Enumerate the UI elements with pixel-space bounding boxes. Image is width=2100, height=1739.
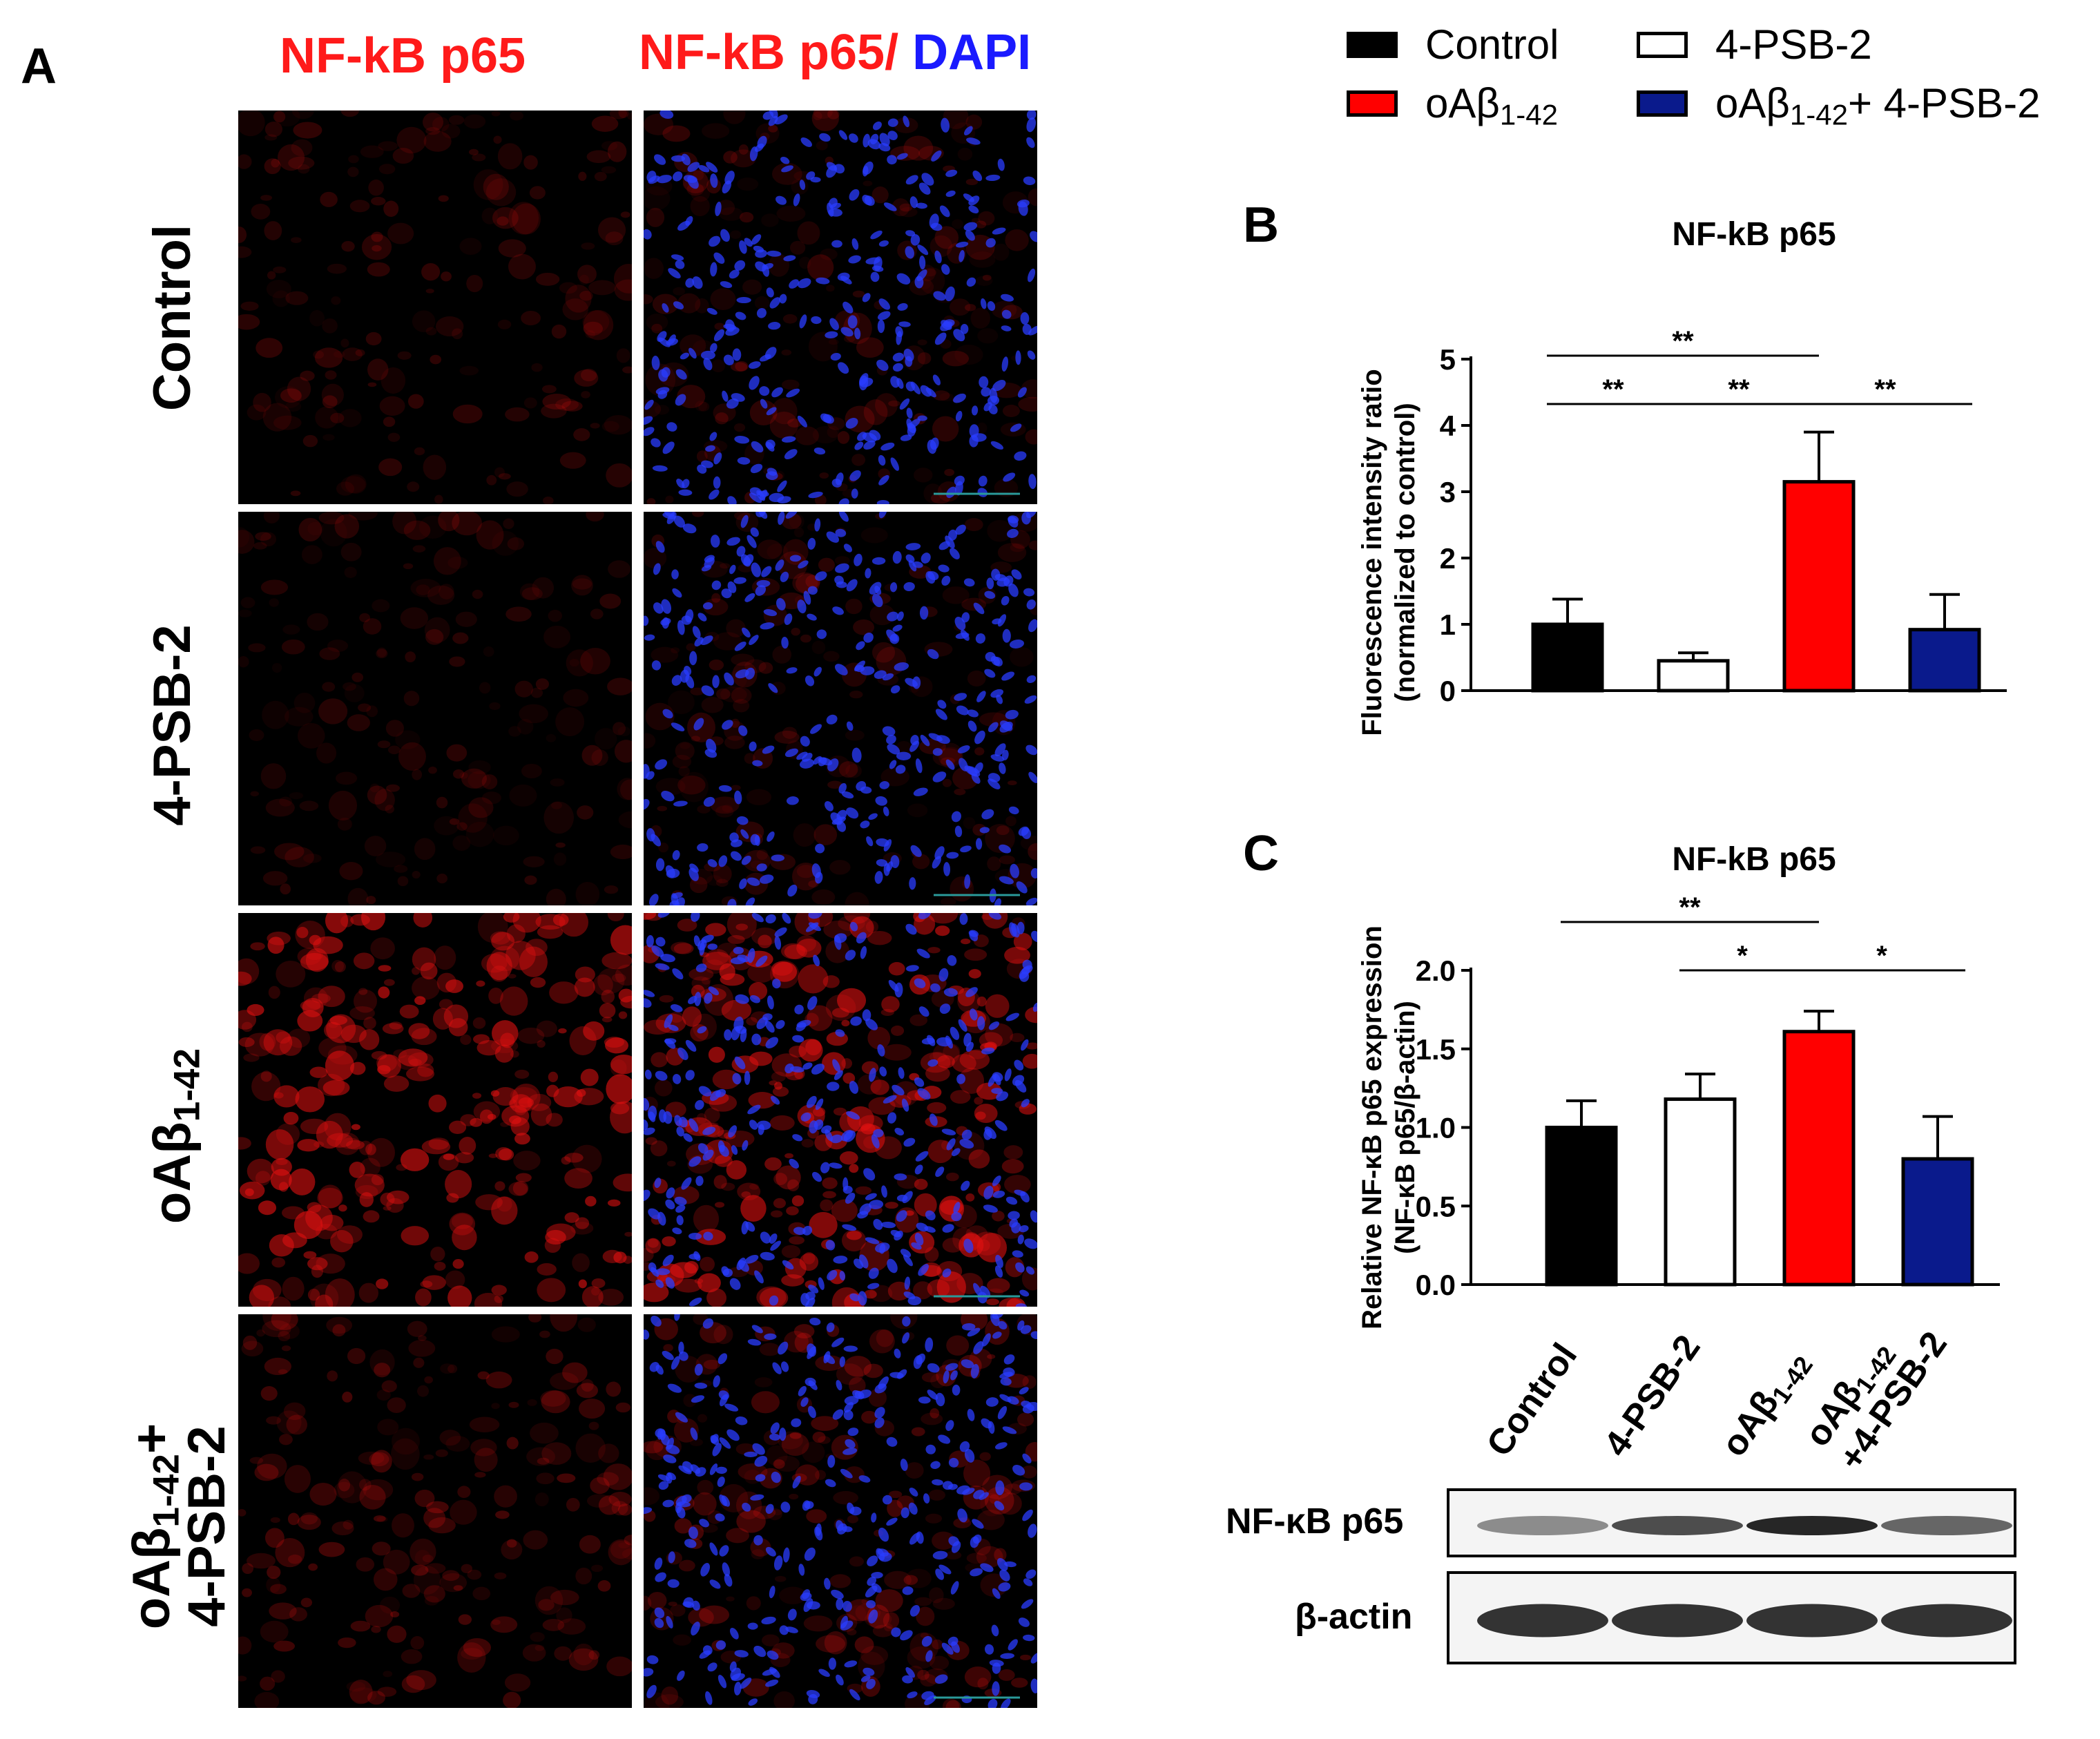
- row-label-oab-4psb2: oAβ1-42+ 4-PSB-2: [122, 1319, 236, 1733]
- legend-item-4: oAβ1-42+ 4-PSB-2: [1637, 79, 2041, 131]
- y-axis-label: Fluorescence intensity ratio (normalized …: [1357, 369, 1420, 736]
- panel-b-letter: B: [1243, 198, 1279, 253]
- y-tick-label: 1: [1440, 608, 1456, 641]
- row-label-oab-sub: 1-42: [166, 1048, 208, 1122]
- blot-band: [1881, 1516, 2012, 1535]
- chart-title: NF-kB p65: [1672, 841, 1836, 878]
- chart-b: NF-kB p65 Fluorescence intensity ratio (no…: [1357, 216, 2007, 736]
- blot-strip-1: [1447, 1488, 2016, 1557]
- blot-band: [1746, 1604, 1878, 1637]
- legend-swatch: [1637, 31, 1688, 58]
- blot-row-label-2: β-actin: [1295, 1596, 1413, 1637]
- legend-label: 4-PSB-2: [1715, 21, 1872, 68]
- row-label-oab-4psb2-line1: oAβ1-42+: [122, 1423, 187, 1630]
- micrograph-r4-c1: [238, 1314, 632, 1708]
- y-tick-label: 0: [1440, 675, 1456, 707]
- bar-4: [1901, 1157, 1974, 1287]
- legend-label: Control: [1425, 21, 1559, 68]
- y-tick-label: 0.0: [1416, 1269, 1456, 1301]
- micrograph-r3-c1: [238, 913, 632, 1307]
- significance-label: *: [1876, 941, 1887, 971]
- row-label-oab-4psb2-line2: 4-PSB-2: [177, 1425, 236, 1627]
- significance-label: **: [1602, 374, 1624, 405]
- micrograph-r3-c2: [644, 913, 1037, 1307]
- y-tick-label: 3: [1440, 476, 1456, 508]
- bar-3: [1782, 1030, 1856, 1287]
- legend-label: oAβ1-42: [1425, 80, 1558, 131]
- significance-label: **: [1728, 374, 1750, 405]
- micrograph-r2-c2: [644, 512, 1037, 905]
- blot-strip-2: [1447, 1571, 2016, 1664]
- blot-band: [1881, 1604, 2012, 1637]
- legend-label: oAβ1-42+ 4-PSB-2: [1715, 80, 2041, 131]
- y-tick-label: 2.0: [1416, 954, 1456, 987]
- column-header-nfkb: NF-kB p65: [280, 28, 526, 84]
- row-label-control-text: Control: [143, 224, 202, 412]
- bar-4: [1908, 628, 1981, 693]
- legend-item-2: 4-PSB-2: [1637, 21, 1872, 68]
- blot-band: [1477, 1516, 1608, 1535]
- y-tick-label: 4: [1440, 410, 1456, 442]
- legend-swatch: [1637, 90, 1688, 117]
- legend-item-1: Control: [1347, 21, 1559, 68]
- blot-band: [1612, 1516, 1743, 1535]
- row-label-control: Control: [143, 145, 202, 490]
- micrograph-r2-c1: [238, 512, 632, 905]
- micrograph-r4-c2: [644, 1314, 1037, 1708]
- bar-2: [1664, 1097, 1737, 1287]
- micrograph-r1-c1: [238, 111, 632, 504]
- bar-1: [1545, 1126, 1618, 1287]
- bar-1: [1531, 622, 1604, 693]
- y-tick-label: 2: [1440, 542, 1456, 575]
- significance-label: **: [1672, 326, 1694, 356]
- blot-band: [1612, 1604, 1743, 1637]
- blot-band: [1746, 1516, 1878, 1535]
- bar-3: [1782, 480, 1856, 693]
- significance-label: **: [1874, 374, 1896, 405]
- y-tick-label: 1.0: [1416, 1112, 1456, 1144]
- y-axis-label: Relative NF-κB p65 expression (NF-κB p65/…: [1357, 925, 1420, 1329]
- blot-row-label-1: NF-κB p65: [1226, 1501, 1404, 1541]
- row-label-oab: oAβ1-42: [143, 963, 207, 1309]
- legend-swatch: [1347, 90, 1398, 117]
- column-header-merge: NF-kB p65/ DAPI: [639, 24, 1031, 81]
- y-tick-label: 0.5: [1416, 1190, 1456, 1222]
- bar-2: [1657, 659, 1730, 693]
- row-label-4psb2-text: 4-PSB-2: [143, 624, 202, 826]
- significance-label: *: [1737, 941, 1748, 971]
- legend-swatch: [1347, 31, 1398, 58]
- panel-c-letter: C: [1243, 826, 1279, 881]
- column-header-merge-red: NF-kB p65/: [639, 25, 899, 80]
- micrograph-r1-c2: [644, 111, 1037, 504]
- y-tick-label: 1.5: [1416, 1033, 1456, 1066]
- column-header-merge-blue: DAPI: [898, 25, 1032, 80]
- row-label-4psb2: 4-PSB-2: [143, 553, 202, 898]
- significance-label: **: [1679, 892, 1701, 923]
- chart-title: NF-kB p65: [1672, 216, 1836, 253]
- row-label-oab-prefix: oAβ: [143, 1122, 202, 1224]
- blot-band: [1477, 1604, 1608, 1637]
- y-tick-label: 5: [1440, 343, 1456, 376]
- legend-item-3: oAβ1-42: [1347, 79, 1558, 131]
- chart-c: NF-kB p65 Relative NF-κB p65 expression (N…: [1357, 841, 2000, 1329]
- panel-a-letter: A: [21, 39, 57, 94]
